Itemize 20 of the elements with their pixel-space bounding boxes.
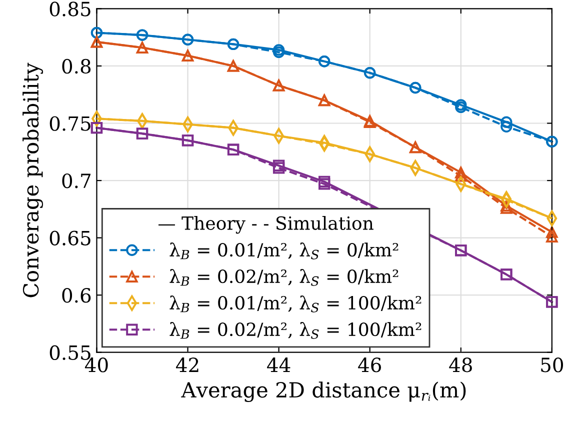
y-axis-title: Converage probability <box>22 62 44 298</box>
y-tick-label: 0.8 <box>62 58 91 74</box>
x-tick-label: 40 <box>84 358 108 372</box>
y-tick-label: 0.85 <box>50 2 90 16</box>
x-tick-label: 50 <box>541 358 564 372</box>
x-tick-label: 48 <box>449 358 472 372</box>
y-tick-label: 0.75 <box>50 116 90 131</box>
legend-label: λ$_{B}$ = 0.01/m², λ$_{S}$ = 0/km² <box>170 242 398 260</box>
x-tick-label: 42 <box>176 358 198 372</box>
legend-label: λ$_{B}$ = 0.02/m², λ$_{S}$ = 0/km² <box>170 269 398 286</box>
y-tick-label: 0.55 <box>50 345 90 360</box>
legend-label: λ$_{B}$ = 0.01/m², λ$_{S}$ = 100/km² <box>170 296 422 312</box>
y-tick-label: 0.65 <box>50 230 90 246</box>
legend-title: — Theory - - Simulation <box>158 216 374 234</box>
x-tick-label: 44 <box>267 358 290 372</box>
y-tick-label: 0.6 <box>62 288 91 303</box>
x-axis-title: Average 2D distance μ$_{rᵢ}$(m) <box>181 382 466 402</box>
legend-label: λ$_{B}$ = 0.02/m², λ$_{S}$ = 100/km² <box>170 322 422 339</box>
y-tick-label: 0.7 <box>62 173 90 188</box>
x-tick-label: 46 <box>358 358 381 372</box>
